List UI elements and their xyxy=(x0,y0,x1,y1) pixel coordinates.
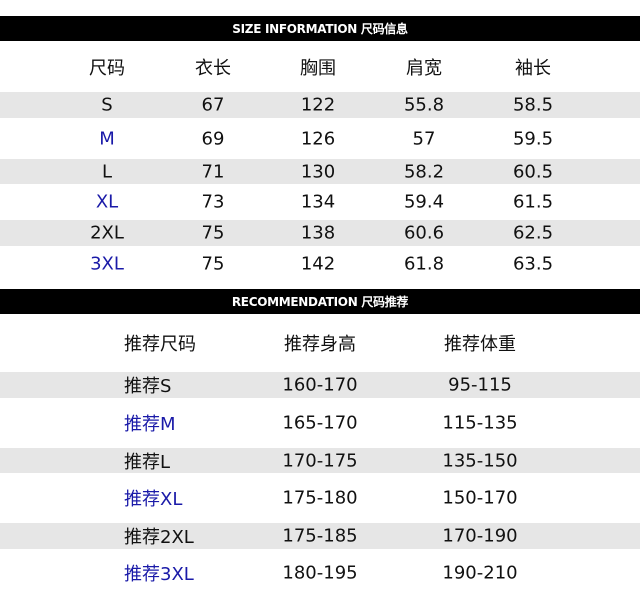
column-header: 肩宽 xyxy=(406,57,442,79)
table-cell: 58.5 xyxy=(512,94,554,116)
table-cell: 55.8 xyxy=(403,94,445,116)
table-cell: 67 xyxy=(201,94,225,116)
table-cell: 135-150 xyxy=(442,450,518,471)
table-row: XL 73 134 59.4 61.5 xyxy=(0,184,640,220)
column-header: 尺码 xyxy=(89,57,125,79)
table-cell: 95-115 xyxy=(448,374,512,396)
column-header: 衣长 xyxy=(195,57,231,79)
table-cell: 推荐3XL xyxy=(124,563,194,585)
table-row: 推荐2XL 175-185 170-190 xyxy=(0,523,640,549)
table-cell: 190-210 xyxy=(442,562,518,583)
table-cell: 130 xyxy=(300,161,336,182)
table-row: M 69 126 57 59.5 xyxy=(0,118,640,159)
column-header: 推荐体重 xyxy=(444,334,516,355)
column-header: 推荐尺码 xyxy=(124,334,196,355)
table-row: L 71 130 58.2 60.5 xyxy=(0,159,640,184)
size-information-title-bar: SIZE INFORMATION 尺码信息 xyxy=(0,16,640,41)
table-cell: 57 xyxy=(412,128,436,149)
table-cell: 170-190 xyxy=(442,525,518,547)
table-row: 推荐S 160-170 95-115 xyxy=(0,372,640,398)
table-cell: M xyxy=(99,128,115,149)
table-cell: 138 xyxy=(300,222,336,244)
table-cell: 60.5 xyxy=(512,161,554,182)
column-header: 推荐身高 xyxy=(284,334,356,355)
table-cell: 134 xyxy=(300,191,336,213)
table-row: 推荐XL 175-180 150-170 xyxy=(0,473,640,523)
column-header: 胸围 xyxy=(300,57,336,79)
table-cell: 122 xyxy=(300,94,336,116)
table-cell: 71 xyxy=(201,161,225,182)
table-cell: 推荐2XL xyxy=(124,527,194,548)
table-cell: 63.5 xyxy=(512,253,554,275)
table-cell: 61.8 xyxy=(403,253,445,275)
table-cell: 75 xyxy=(201,253,225,275)
table-cell: 3XL xyxy=(90,253,124,275)
table-cell: 61.5 xyxy=(512,191,554,213)
table-cell: 115-135 xyxy=(442,412,518,434)
table-row: S 67 122 55.8 58.5 xyxy=(0,92,640,118)
table-cell: 75 xyxy=(201,222,225,244)
table-cell: 150-170 xyxy=(442,487,518,509)
section-title: SIZE INFORMATION 尺码信息 xyxy=(232,22,408,36)
table-cell: S xyxy=(101,94,113,116)
table-cell: 推荐XL xyxy=(124,489,183,510)
table-cell: 62.5 xyxy=(512,222,554,244)
table-cell: 60.6 xyxy=(403,222,445,244)
table-row: 推荐M 165-170 115-135 xyxy=(0,398,640,448)
table-cell: 59.5 xyxy=(512,128,554,149)
table-row: 2XL 75 138 60.6 62.5 xyxy=(0,220,640,246)
table-cell: L xyxy=(101,161,113,182)
section-title: RECOMMENDATION 尺码推荐 xyxy=(231,295,409,309)
table-cell: 142 xyxy=(300,253,336,275)
table-cell: 165-170 xyxy=(282,412,358,434)
table-cell: 175-185 xyxy=(282,525,358,547)
table-cell: 2XL xyxy=(90,222,124,244)
table-cell: 160-170 xyxy=(282,374,358,396)
table-header-row: 推荐尺码 推荐身高 推荐体重 xyxy=(0,314,640,372)
table-cell: 126 xyxy=(300,128,336,149)
table-cell: 58.2 xyxy=(403,161,445,182)
table-row: 3XL 75 142 61.8 63.5 xyxy=(0,246,640,282)
table-cell: 73 xyxy=(201,191,225,213)
recommendation-title-bar: RECOMMENDATION 尺码推荐 xyxy=(0,289,640,314)
table-cell: 180-195 xyxy=(282,562,358,583)
table-row: 推荐3XL 180-195 190-210 xyxy=(0,549,640,596)
table-cell: 推荐M xyxy=(124,414,176,435)
table-cell: 170-175 xyxy=(282,450,358,471)
table-cell: 59.4 xyxy=(403,191,445,213)
table-cell: 175-180 xyxy=(282,487,358,509)
column-header: 袖长 xyxy=(515,57,551,79)
table-cell: 69 xyxy=(201,128,225,149)
table-row: 推荐L 170-175 135-150 xyxy=(0,448,640,473)
table-cell: 推荐S xyxy=(124,376,172,397)
table-cell: XL xyxy=(95,191,119,213)
table-header-row: 尺码 衣长 胸围 肩宽 袖长 xyxy=(0,41,640,92)
table-cell: 推荐L xyxy=(124,451,171,473)
